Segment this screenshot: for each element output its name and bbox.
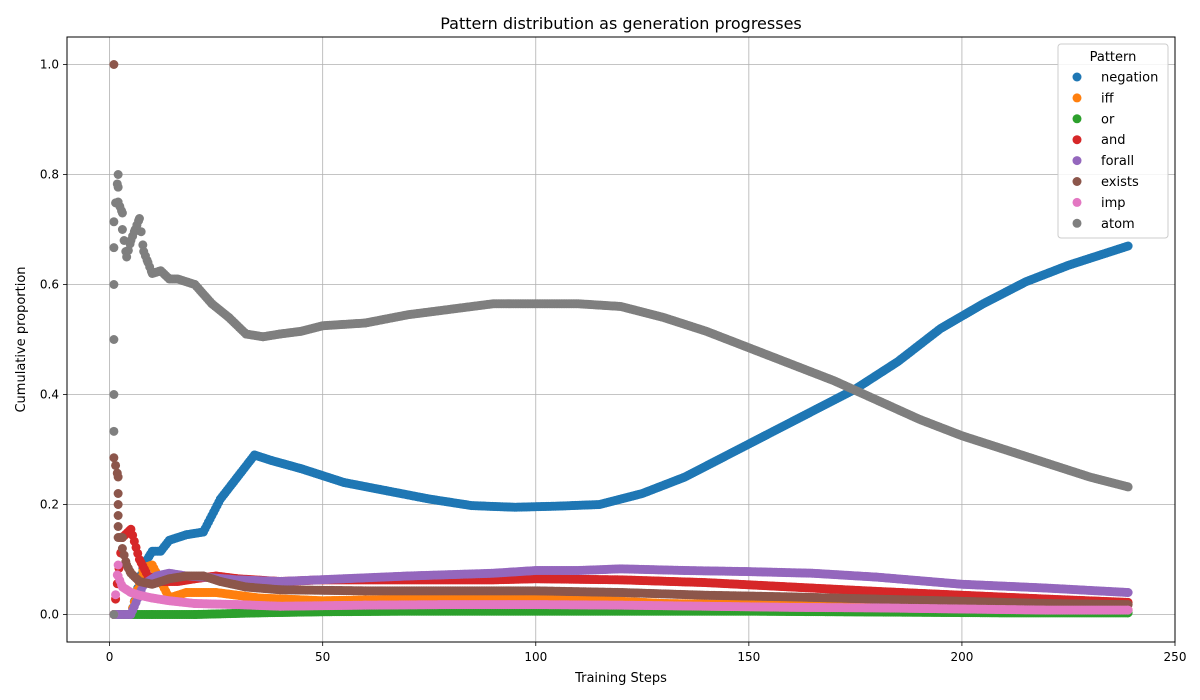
data-point [113,522,123,531]
legend-label: iff [1101,91,1115,106]
data-point [109,60,119,69]
data-point [109,243,119,253]
x-tick-label: 250 [1164,650,1187,664]
legend-label: forall [1101,154,1134,169]
legend-marker [1072,197,1082,207]
data-point [1123,482,1133,492]
y-tick-label: 0.2 [40,498,59,512]
data-point [113,489,123,498]
data-point [109,335,119,344]
data-point [113,182,123,192]
chart-title: Pattern distribution as generation progr… [440,14,802,33]
x-tick-label: 200 [950,650,973,664]
plot-area [66,36,1176,643]
x-tick-label: 0 [106,650,114,664]
data-point [109,280,119,289]
data-point [113,500,123,509]
data-point [109,453,119,463]
y-tick-label: 0.6 [40,278,59,292]
data-point [117,533,127,542]
x-axis: 0 50 100 150 200 250 [106,642,1187,664]
series-imp [109,560,1133,619]
data-point [109,217,119,227]
legend-marker [1072,218,1082,228]
legend: Pattern negation iff or and forall exists imp at… [1057,43,1169,239]
x-tick-label: 150 [737,650,760,664]
plot-frame [66,36,1176,643]
x-tick-label: 50 [315,650,330,664]
series-layer [109,60,1133,619]
legend-label: atom [1101,217,1135,232]
series-atom [109,170,1133,619]
data-point [1123,588,1133,597]
data-point [113,511,123,520]
legend-marker [1072,93,1082,103]
y-tick-label: 0.8 [40,168,59,182]
legend-label: or [1101,112,1115,127]
data-point [111,590,121,600]
data-point [117,225,127,234]
y-tick-label: 1.0 [40,58,59,72]
x-axis-label: Training Steps [574,671,667,686]
data-point [109,426,119,436]
data-point [1123,605,1133,615]
y-axis: 0.0 0.2 0.4 0.6 0.8 1.0 [40,58,67,622]
legend-marker [1072,135,1082,145]
data-point [134,214,144,223]
legend-title: Pattern [1090,50,1137,65]
legend-label: exists [1101,175,1139,190]
data-point [138,240,148,250]
legend-label: and [1101,133,1125,148]
y-tick-label: 0.4 [40,388,59,402]
data-point [113,170,123,179]
legend-box [1057,43,1169,239]
legend-label: negation [1101,71,1158,86]
x-tick-label: 100 [524,650,547,664]
data-point [136,227,146,237]
y-tick-label: 0.0 [40,608,59,622]
y-axis-label: Cumulative proportion [14,266,29,412]
legend-marker [1072,114,1082,124]
data-point [113,472,123,482]
data-point [109,390,119,399]
data-point [111,460,121,470]
legend-marker [1072,177,1082,186]
legend-marker [1072,72,1082,82]
legend-marker [1072,156,1082,166]
data-point [113,560,123,570]
data-point [117,208,127,218]
data-point [109,610,119,619]
data-point [1123,241,1133,251]
legend-label: imp [1101,196,1126,211]
